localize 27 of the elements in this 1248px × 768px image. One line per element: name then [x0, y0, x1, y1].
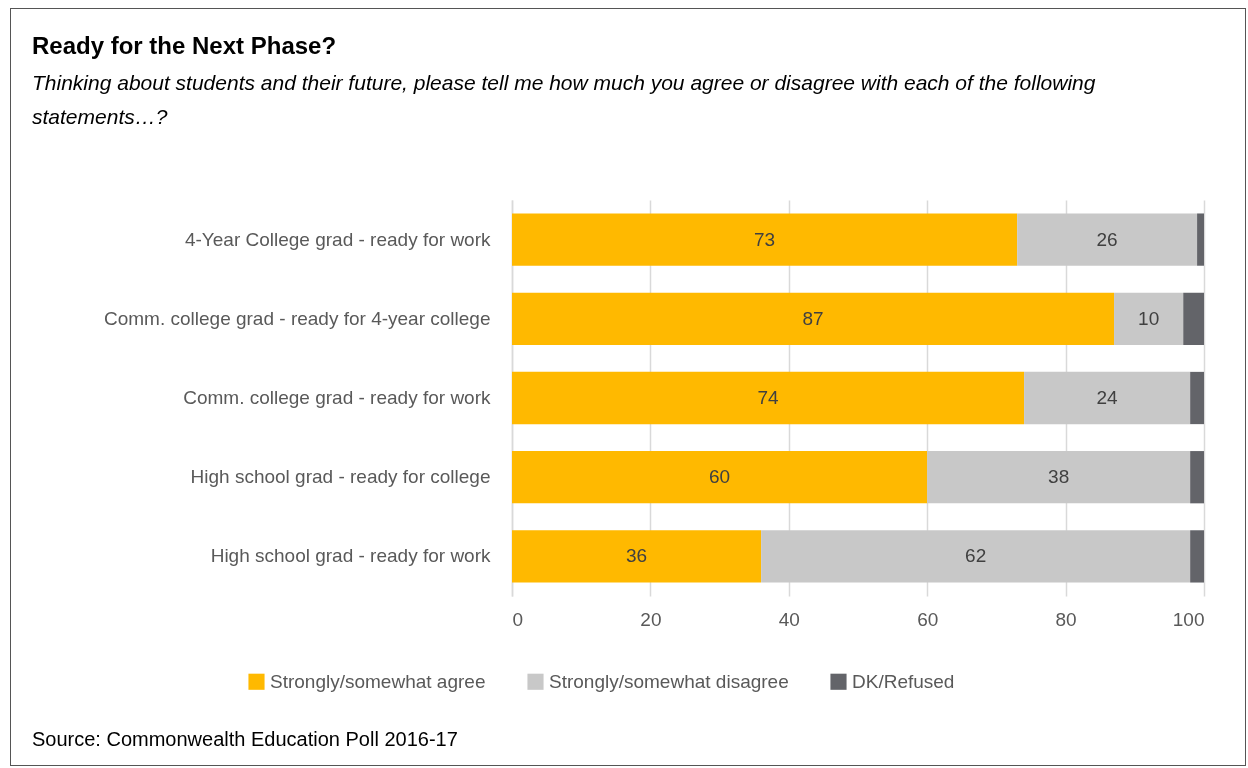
- data-label: 60: [709, 466, 731, 488]
- y-tick-label: High school grad - ready for work: [210, 545, 491, 567]
- text: Ready for the Next Phase?: [32, 32, 337, 60]
- x-tick-label: 40: [778, 608, 800, 630]
- data-label: 36: [625, 545, 648, 567]
- x-tick-label: 60: [917, 608, 939, 630]
- data-label: 26: [1096, 228, 1118, 250]
- data-label: 73: [754, 228, 776, 250]
- data-label: 10: [1138, 307, 1160, 329]
- y-tick-label: High school grad - ready for college: [190, 466, 491, 488]
- x-tick-label: 80: [1055, 608, 1077, 630]
- source-note: Source: Commonwealth Education Poll 2016-17: [32, 728, 458, 751]
- x-tick-label: 0: [512, 608, 524, 630]
- chart-subtitle: Thinking about students and their future, please tell me how much you agree or disagree with each of the following statements…?: [32, 70, 1097, 130]
- data-label: 62: [965, 545, 987, 567]
- legend-label: Strongly/somewhat agree: [270, 670, 486, 692]
- y-tick-label: 4-Year College grad - ready for work: [184, 228, 491, 250]
- data-label: 38: [1048, 466, 1070, 488]
- y-tick-label: Comm. college grad - ready for 4-year college: [103, 307, 491, 329]
- data-label: 24: [1096, 387, 1119, 408]
- data-label: 87: [802, 307, 824, 329]
- x-tick-label: 20: [640, 608, 662, 630]
- x-tick-label: 100: [1172, 608, 1205, 630]
- legend-label: Strongly/somewhat disagree: [549, 670, 789, 692]
- y-tick-label: Comm. college grad - ready for work: [183, 387, 491, 408]
- legend-label: DK/Refused: [852, 670, 955, 692]
- data-label: 74: [757, 387, 780, 408]
